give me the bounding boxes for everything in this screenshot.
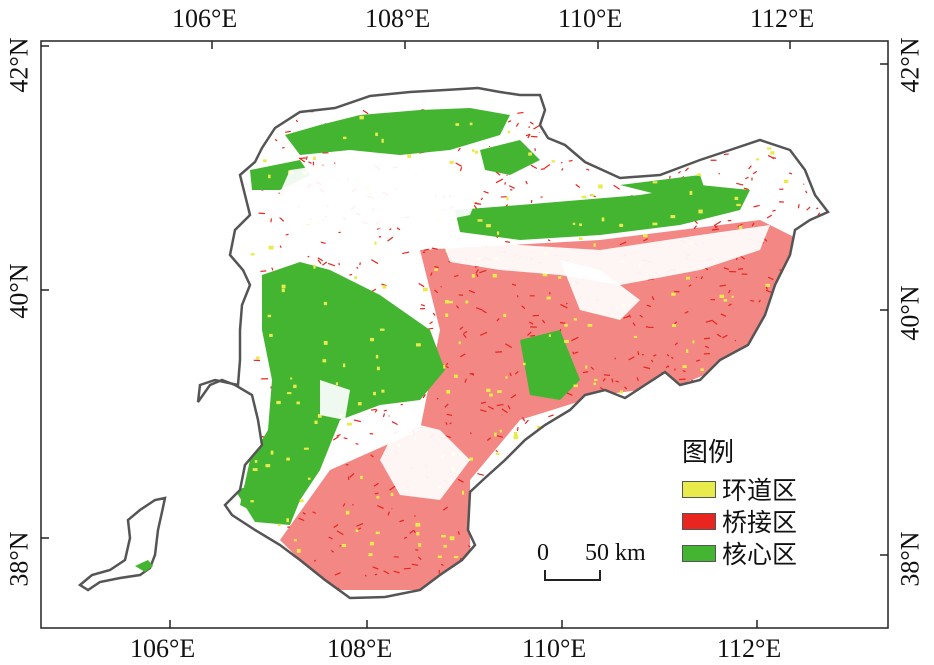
- lat-label-right-3: 38°N: [895, 531, 925, 587]
- legend-label-ring: 环道区: [722, 476, 798, 505]
- scale-bar-end-label: 50 km: [585, 540, 646, 566]
- lat-label-right-2: 40°N: [895, 285, 925, 341]
- lon-label-bottom-4: 112°E: [717, 634, 782, 663]
- lon-label-top-3: 110°E: [558, 4, 623, 33]
- legend-title: 图例: [682, 438, 735, 468]
- legend-swatch-core: [682, 544, 716, 562]
- lon-label-bottom-3: 110°E: [522, 634, 587, 663]
- scale-bar: [544, 570, 601, 581]
- map-frame: [40, 40, 889, 629]
- legend-label-bridge: 桥接区: [722, 508, 798, 537]
- lat-label-right-1: 42°N: [895, 37, 925, 93]
- lat-label-left-2: 40°N: [4, 263, 34, 319]
- lon-label-bottom-1: 106°E: [130, 634, 196, 663]
- legend-swatch-ring: [682, 480, 716, 498]
- legend-item-ring-zone: 环道区: [682, 474, 798, 505]
- lon-label-top-2: 108°E: [365, 4, 431, 33]
- legend-swatch-bridge: [682, 512, 716, 530]
- legend-label-core: 核心区: [722, 540, 798, 569]
- lon-label-bottom-2: 108°E: [327, 634, 393, 663]
- legend-item-core-zone: 核心区: [682, 538, 798, 569]
- lon-label-top-4: 112°E: [750, 4, 815, 33]
- sw-enclave-region: [77, 496, 167, 592]
- frame-ticks: [41, 41, 888, 628]
- lat-label-left-1: 42°N: [4, 37, 34, 93]
- lat-label-left-3: 38°N: [4, 531, 34, 587]
- scale-bar-start-label: 0: [537, 540, 549, 566]
- legend-item-bridge-zone: 桥接区: [682, 506, 798, 537]
- unclassified-area: [270, 160, 770, 500]
- lon-label-top-1: 106°E: [172, 4, 238, 33]
